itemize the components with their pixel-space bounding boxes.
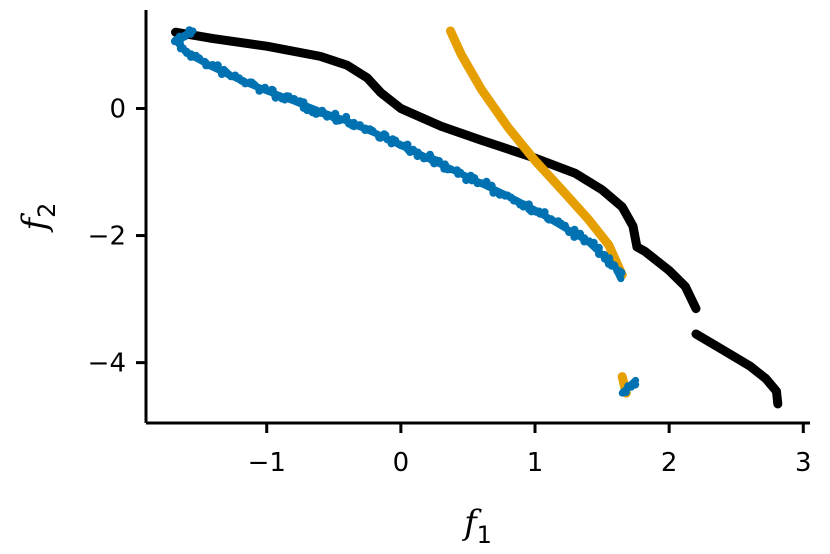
series-3-marker	[561, 221, 569, 230]
series-1-segment-2	[691, 329, 783, 409]
series-1	[171, 27, 783, 409]
x-axis-label-sub: 1	[477, 521, 492, 549]
x-tick-label: 3	[795, 448, 812, 478]
series-1-segment-1	[171, 27, 701, 314]
series-3-marker	[323, 112, 332, 121]
series-3-marker	[176, 44, 185, 53]
series-3-marker	[617, 268, 626, 277]
y-axis-label-sub: 2	[33, 203, 61, 218]
x-tick-label: −1	[248, 448, 286, 478]
x-tick-label: 2	[661, 448, 678, 478]
series-3-marker	[631, 380, 640, 389]
x-ticks: −1 0 1 2 3	[248, 423, 812, 478]
y-tick-label: −2	[88, 222, 126, 252]
series-3-marker	[589, 238, 598, 247]
x-tick-label: 1	[527, 448, 544, 478]
series-3-marker	[261, 83, 269, 92]
series-3-marker	[342, 112, 351, 121]
series-3-marker	[435, 157, 443, 165]
series-3-marker	[368, 127, 377, 136]
series-3-marker	[456, 168, 465, 177]
series-3-segment-1	[172, 27, 625, 283]
series-3-marker	[621, 388, 630, 397]
y-ticks: −4 −2 0	[88, 94, 146, 379]
series-3-marker	[524, 200, 533, 209]
series-layer	[170, 26, 783, 409]
series-2-segment-1	[446, 26, 627, 280]
y-tick-label: −4	[88, 349, 126, 379]
series-3-marker	[413, 152, 422, 161]
axes	[144, 10, 810, 425]
y-axis-label: f2	[15, 203, 61, 234]
series-3-marker	[594, 243, 603, 252]
series-3-marker	[487, 181, 496, 190]
series-3-marker	[331, 109, 340, 118]
series-3-marker	[446, 165, 455, 174]
series-3-marker	[540, 208, 549, 217]
series-3-marker	[335, 116, 344, 125]
series-3-marker	[271, 93, 280, 102]
y-tick-label: 0	[109, 94, 126, 124]
x-tick-label: 0	[393, 448, 410, 478]
series-3	[170, 26, 640, 397]
x-axis-label: f1	[461, 503, 492, 549]
